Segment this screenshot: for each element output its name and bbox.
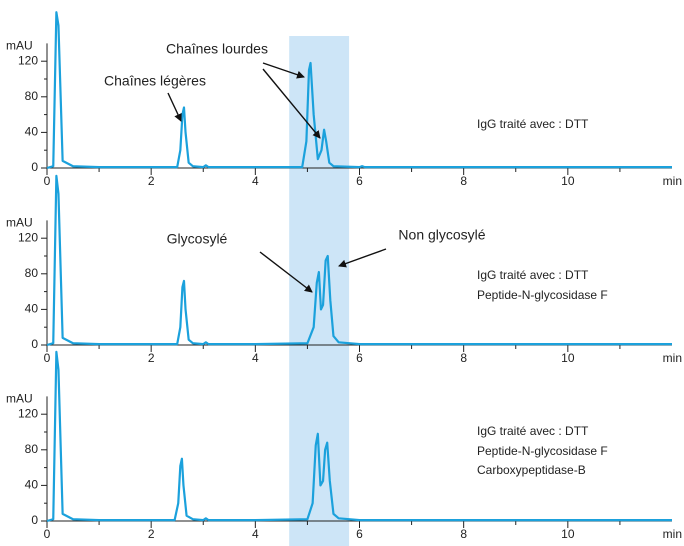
annotation: Chaînes légères [104, 73, 206, 89]
y-tick-label: 120 [18, 53, 38, 67]
highlight-band [289, 175, 350, 352]
y-tick-label: 0 [31, 513, 38, 527]
annotation-arrow [259, 251, 313, 293]
note: IgG traité avec : DTT [477, 117, 589, 131]
note: IgG traité avec : DTT [477, 268, 589, 282]
x-axis-label: min [663, 527, 682, 541]
chromatogram-line [46, 11, 672, 170]
x-tick-label: 6 [356, 174, 363, 188]
note: Peptide-N-glycosidase F [477, 288, 608, 302]
y-tick-label: 120 [18, 230, 38, 244]
note: Carboxypeptidase-B [477, 463, 586, 477]
x-tick-label: 6 [356, 351, 363, 365]
x-tick-label: 0 [44, 351, 51, 365]
y-tick-label: 0 [31, 337, 38, 351]
annotation-arrow [167, 92, 182, 122]
x-tick-label: 6 [356, 527, 363, 541]
x-tick-label: 2 [148, 174, 155, 188]
y-tick-label: 120 [18, 406, 38, 420]
y-tick-label: 80 [25, 266, 39, 280]
chromatogram-line [46, 174, 672, 347]
x-tick-label: 8 [460, 351, 467, 365]
annotation: Chaînes lourdes [166, 41, 268, 57]
y-axis-label: mAU [6, 392, 33, 406]
y-tick-label: 40 [25, 478, 39, 492]
y-tick-label: 80 [25, 442, 39, 456]
x-tick-label: 0 [44, 527, 51, 541]
x-axis-label: min [663, 174, 682, 188]
x-tick-label: 4 [252, 527, 259, 541]
annotation-arrow [262, 68, 321, 139]
y-tick-label: 40 [25, 302, 39, 316]
x-tick-label: 2 [148, 351, 155, 365]
x-axis-label: min [663, 351, 682, 365]
highlight-band [289, 36, 350, 175]
y-axis-label: mAU [6, 39, 33, 53]
note: IgG traité avec : DTT [477, 424, 589, 438]
y-tick-label: 80 [25, 89, 39, 103]
y-tick-label: 40 [25, 125, 39, 139]
chromatogram-line [46, 350, 672, 523]
x-tick-label: 2 [148, 527, 155, 541]
annotation: Glycosylé [167, 231, 228, 247]
x-tick-label: 8 [460, 174, 467, 188]
x-tick-label: 10 [561, 174, 575, 188]
y-axis-label: mAU [6, 216, 33, 230]
annotation-arrow [338, 248, 387, 268]
x-tick-label: 10 [561, 351, 575, 365]
annotation: Non glycosylé [398, 227, 485, 243]
y-tick-label: 0 [31, 160, 38, 174]
x-tick-label: 4 [252, 174, 259, 188]
note: Peptide-N-glycosidase F [477, 444, 608, 458]
annotation-arrow [262, 62, 305, 79]
x-tick-label: 10 [561, 527, 575, 541]
x-tick-label: 8 [460, 527, 467, 541]
x-tick-label: 0 [44, 174, 51, 188]
x-tick-label: 4 [252, 351, 259, 365]
line-layer [46, 11, 672, 523]
